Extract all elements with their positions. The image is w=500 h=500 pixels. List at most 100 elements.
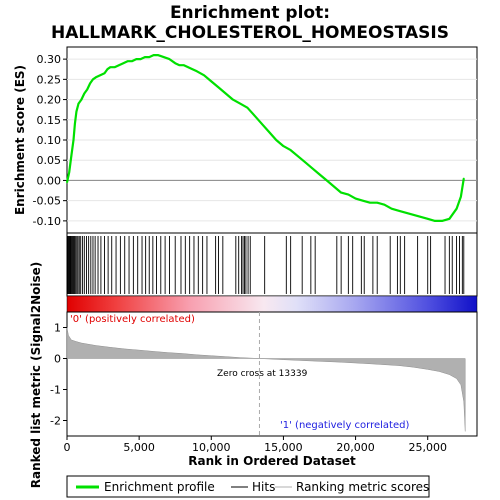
- rank-color-bar: [66, 295, 478, 313]
- es-point: [297, 155, 299, 157]
- es-series-line: [65, 53, 465, 222]
- es-point: [333, 185, 335, 188]
- es-point: [361, 199, 364, 202]
- hits-group: [66, 236, 465, 294]
- es-point: [304, 161, 306, 164]
- es-point: [74, 123, 76, 125]
- es-point: [68, 171, 70, 174]
- es-point: [109, 66, 112, 69]
- es-point: [390, 207, 393, 210]
- legend-hits-label: Hits: [252, 480, 275, 494]
- es-point: [77, 102, 80, 105]
- es-point: [217, 86, 220, 89]
- es-y-tick-label: 0.00: [37, 174, 62, 187]
- es-point: [152, 54, 155, 56]
- es-point: [70, 155, 73, 157]
- es-point: [246, 106, 249, 109]
- negative-correlation-note: '1' (negatively correlated): [280, 420, 409, 431]
- es-point: [354, 197, 357, 200]
- es-point: [232, 98, 234, 101]
- es-point: [196, 70, 198, 73]
- es-y-axis-label: Enrichment score (ES): [13, 65, 27, 215]
- metric-y-ticks: -2 -1 0 1: [50, 322, 67, 428]
- es-point: [157, 54, 159, 56]
- es-point: [268, 131, 270, 133]
- es-point: [72, 139, 75, 141]
- es-y-tick-label: 0.30: [37, 53, 62, 66]
- es-point: [126, 60, 129, 62]
- es-point: [398, 209, 400, 212]
- es-point: [239, 102, 241, 105]
- es-point: [131, 60, 133, 62]
- es-point: [434, 220, 436, 222]
- es-point: [162, 56, 165, 58]
- es-y-tick-label: -0.05: [33, 195, 61, 208]
- es-point: [113, 66, 116, 69]
- es-point: [275, 139, 278, 141]
- es-y-tick-label: 0.10: [37, 134, 62, 147]
- es-y-tick-label: 0.05: [37, 154, 62, 167]
- x-tick-label: 0: [64, 441, 71, 454]
- es-point: [369, 201, 371, 204]
- es-point: [135, 58, 138, 60]
- x-tick-label: 5,000: [123, 441, 155, 454]
- x-tick-label: 25,000: [408, 441, 447, 454]
- es-point: [210, 80, 213, 83]
- es-point: [75, 110, 78, 113]
- plot-title-line2: HALLMARK_CHOLESTEROL_HOMEOSTASIS: [51, 23, 449, 43]
- es-point: [66, 181, 68, 184]
- es-point: [289, 149, 292, 151]
- es-point: [224, 92, 227, 95]
- es-point: [441, 220, 443, 222]
- es-point: [253, 114, 256, 117]
- metric-y-tick-label: -1: [50, 384, 61, 397]
- es-point: [448, 218, 451, 220]
- es-point: [168, 58, 171, 60]
- es-y-tick-label: 0.15: [37, 114, 62, 127]
- metric-panel-frame: [66, 311, 478, 437]
- es-point: [178, 64, 181, 66]
- es-point: [139, 58, 142, 60]
- es-point: [282, 145, 285, 147]
- metric-area: [66, 327, 466, 432]
- es-point: [260, 123, 263, 125]
- es-point: [412, 214, 415, 216]
- es-point: [144, 56, 146, 58]
- es-point: [325, 179, 328, 182]
- es-y-tick-label: -0.10: [33, 215, 61, 228]
- es-point: [383, 203, 386, 206]
- es-point: [89, 82, 91, 85]
- es-point: [86, 88, 88, 91]
- legend-ranking-label: Ranking metric scores: [296, 480, 429, 494]
- es-point: [174, 62, 177, 64]
- es-point: [122, 62, 125, 64]
- legend-enrichment-label: Enrichment profile: [104, 480, 215, 494]
- es-point: [460, 195, 462, 198]
- zero-cross-note: Zero cross at 13339: [217, 369, 308, 379]
- metric-x-ticks: 0 5,000 10,000 15,000 20,000 25,000: [64, 436, 447, 454]
- plot-title-line1: Enrichment plot:: [170, 3, 330, 23]
- es-point: [103, 72, 106, 75]
- metric-y-tick-label: 0: [54, 353, 61, 366]
- es-point: [183, 64, 185, 66]
- es-point: [92, 78, 94, 81]
- es-point: [80, 98, 83, 101]
- x-axis-label: Rank in Ordered Dataset: [188, 454, 356, 468]
- x-tick-label: 15,000: [264, 441, 303, 454]
- es-point: [106, 68, 109, 71]
- es-y-ticks: -0.10 -0.05 0.00 0.05 0.10 0.15 0.20 0.25 0.30: [33, 53, 67, 228]
- es-y-tick-label: 0.20: [37, 94, 62, 107]
- x-tick-label: 10,000: [192, 441, 231, 454]
- positive-correlation-note: '0' (positively correlated): [70, 314, 195, 325]
- es-point: [318, 173, 321, 176]
- es-point: [419, 216, 422, 218]
- es-y-tick-label: 0.25: [37, 73, 62, 86]
- es-point: [462, 177, 465, 180]
- es-point: [426, 218, 429, 220]
- es-point: [376, 201, 379, 204]
- es-point: [203, 74, 205, 77]
- es-point: [455, 207, 458, 210]
- es-line-group: [65, 53, 465, 222]
- metric-y-tick-label: 1: [54, 322, 61, 335]
